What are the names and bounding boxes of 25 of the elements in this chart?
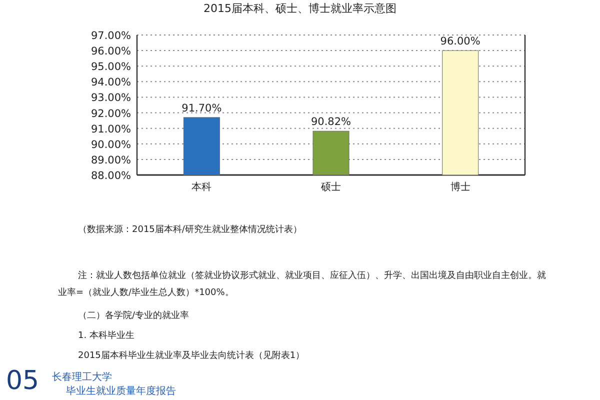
- y-tick-label: 89.00%: [90, 154, 132, 166]
- text: （数据来源：2015届本科/研究生就业整体情况统计表）: [78, 224, 302, 236]
- text: （二）各学院/专业的就业率: [78, 310, 190, 322]
- text: 毕业生就业质量年度报告: [66, 384, 176, 398]
- text: 05: [6, 366, 40, 396]
- text: 2015届本科毕业生就业率及毕业去向统计表（见附表1）: [78, 350, 305, 362]
- data-label: 96.00%: [440, 36, 480, 48]
- y-tick-label: 94.00%: [90, 76, 132, 89]
- text: 注：就业人数包括单位就业（签就业协议形式就业、就业项目、应征入伍）、升学、出国出境及自由职业自主创业。就业率=（就业人数/毕业生总人数）*100%。: [58, 270, 547, 300]
- y-tick-label: 96.00%: [90, 46, 132, 58]
- text: 长春理工大学: [52, 370, 112, 384]
- data-label: 91.70%: [182, 102, 222, 114]
- x-tick-label: 本科: [192, 181, 212, 193]
- chart-title: 2015届本科、硕士、博士就业率示意图: [204, 2, 396, 15]
- y-tick-label: 97.00%: [90, 30, 132, 42]
- x-tick-label: 博士: [450, 181, 470, 193]
- y-tick-label: 93.00%: [90, 92, 132, 104]
- y-tick-label: 95.00%: [90, 61, 132, 74]
- data-label: 90.82%: [310, 116, 352, 128]
- x-tick-label: 硕士: [320, 181, 341, 193]
- y-tick-label: 90.00%: [90, 138, 132, 151]
- y-tick-label: 92.00%: [90, 108, 132, 120]
- text: 1. 本科毕业生: [78, 330, 134, 342]
- y-tick-label: 91.00%: [90, 123, 132, 136]
- y-tick-label: 88.00%: [90, 170, 132, 182]
